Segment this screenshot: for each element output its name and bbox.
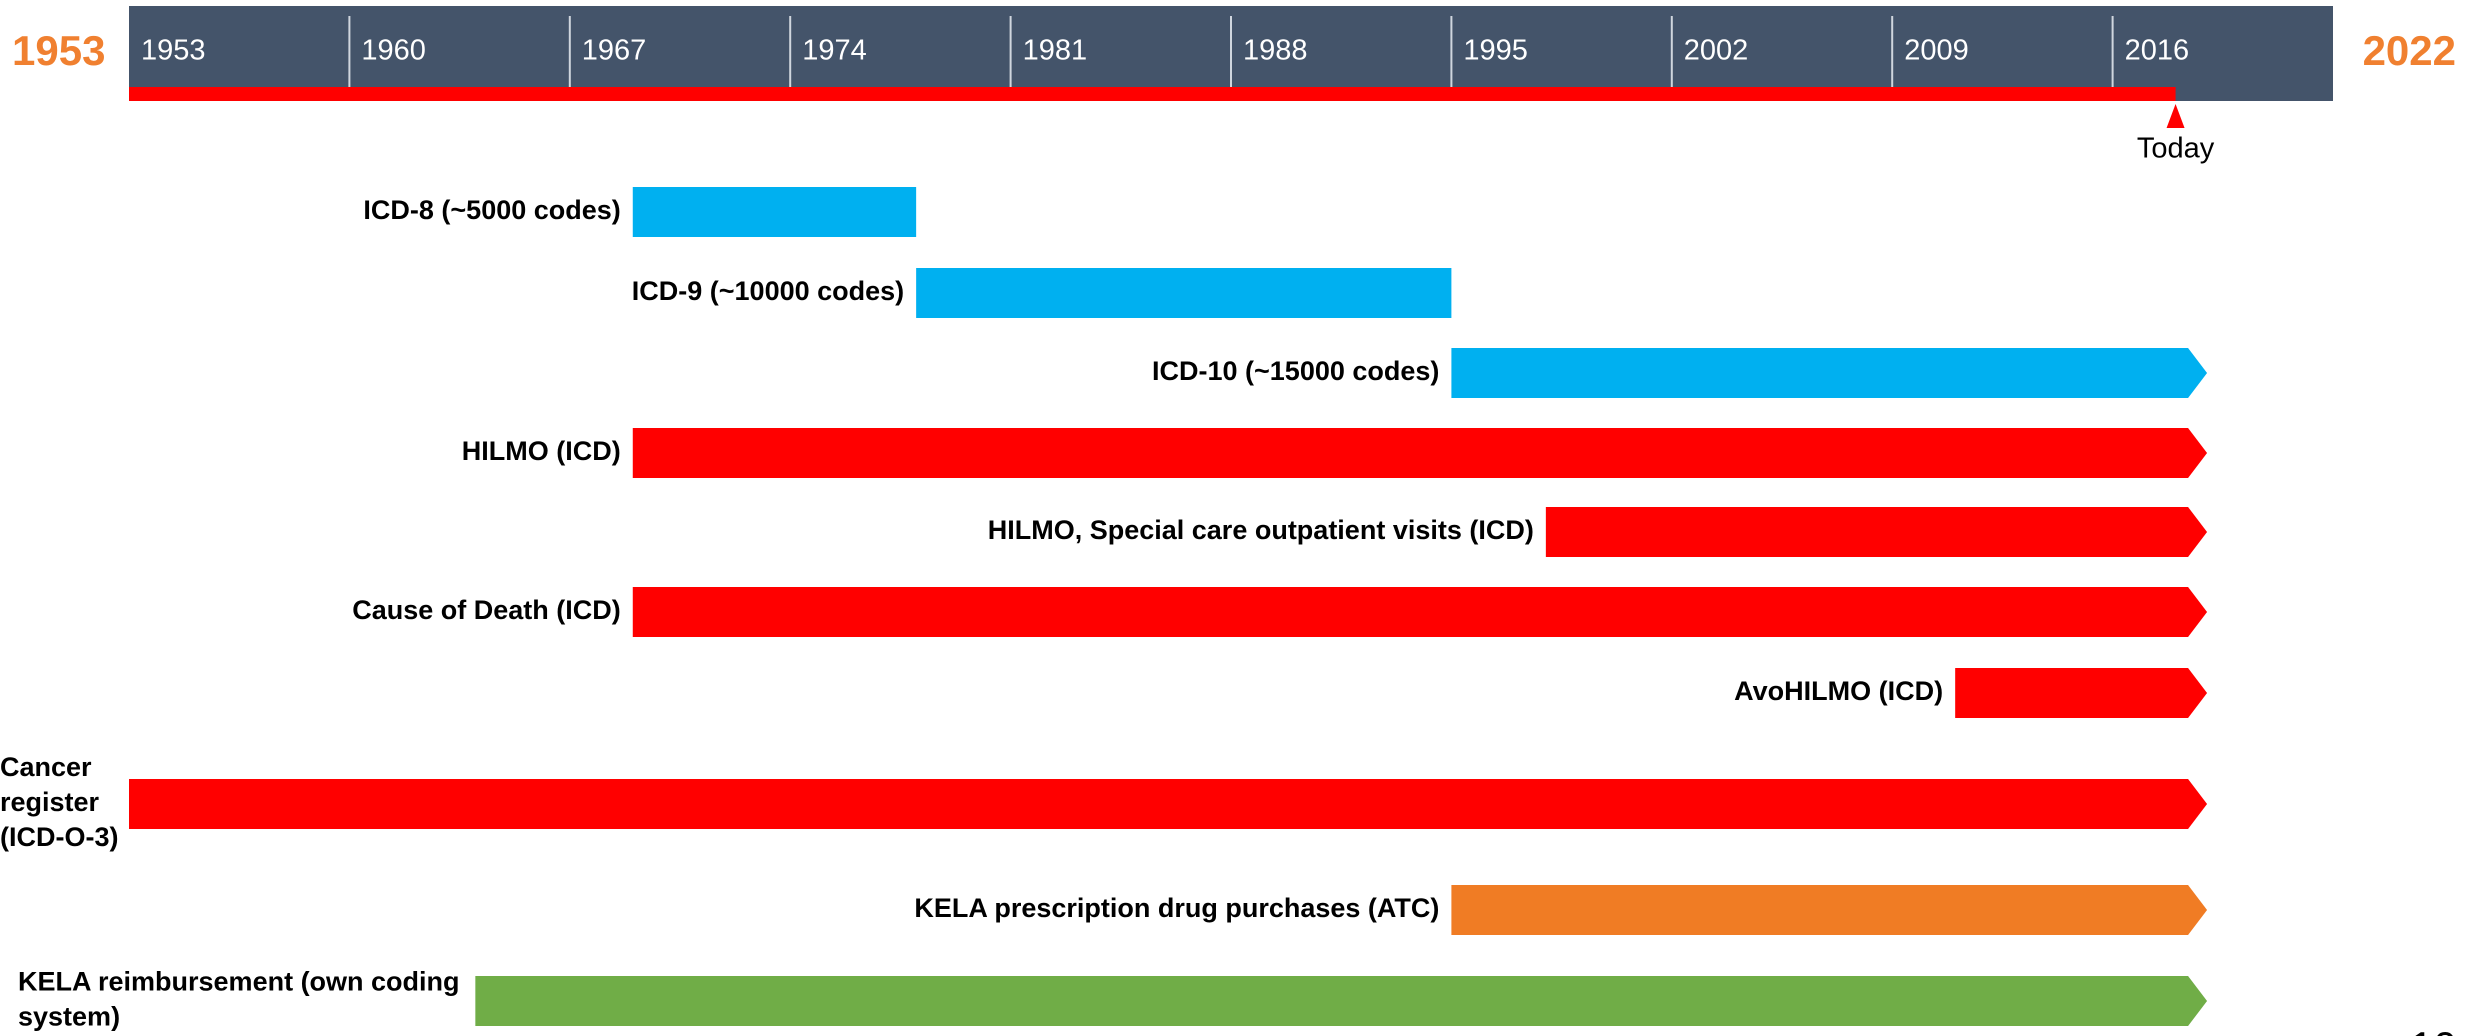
x-tick-label: 1981: [1023, 35, 1088, 67]
bar-label: HILMO, Special care outpatient visits (I…: [988, 515, 1534, 545]
bar-label: AvoHILMO (ICD): [1734, 676, 1943, 706]
x-tick-label: 1967: [582, 35, 647, 67]
bar-label: register: [0, 787, 100, 817]
bar-label: ICD-8 (~5000 codes): [363, 195, 620, 225]
timeline-bar: [1451, 348, 2208, 398]
today-label: Today: [2137, 133, 2215, 165]
timeline-bar: [916, 268, 1452, 318]
x-tick-label: 1960: [361, 35, 426, 67]
timeline-bar: [1545, 507, 2208, 557]
timeline-bar: [632, 428, 2208, 478]
page-number: 10: [2410, 1023, 2457, 1036]
end-label: 2022: [2363, 27, 2456, 74]
bar-label: Cause of Death (ICD): [352, 595, 621, 625]
x-tick-label: 1953: [141, 35, 206, 67]
timeline-bar: [632, 587, 2208, 637]
timeline-bar: [475, 976, 2208, 1026]
timeline-bar: [1955, 668, 2208, 718]
bar-label: system): [18, 1002, 120, 1032]
x-tick-label: 2002: [1684, 35, 1749, 67]
bar-label: Cancer: [0, 752, 92, 782]
x-tick-label: 2016: [2125, 35, 2190, 67]
x-tick-label: 1974: [802, 35, 867, 67]
bar-label: (ICD-O-3): [0, 822, 118, 852]
today-marker: [2166, 104, 2185, 128]
start-label: 1953: [12, 27, 105, 74]
timeline-bar: [129, 779, 2208, 829]
bar-label: KELA prescription drug purchases (ATC): [914, 893, 1439, 923]
x-tick-label: 1995: [1463, 35, 1528, 67]
bar-label: ICD-10 (~15000 codes): [1152, 356, 1439, 386]
x-tick-label: 2009: [1904, 35, 1969, 67]
timeline-bar: [1451, 885, 2208, 935]
bar-label: HILMO (ICD): [462, 436, 621, 466]
x-tick-label: 1988: [1243, 35, 1308, 67]
bar-label: KELA reimbursement (own coding: [18, 967, 460, 997]
bar-label: ICD-9 (~10000 codes): [632, 276, 904, 306]
elapsed-stripe: [129, 87, 2176, 101]
timeline-bar: [632, 187, 917, 237]
